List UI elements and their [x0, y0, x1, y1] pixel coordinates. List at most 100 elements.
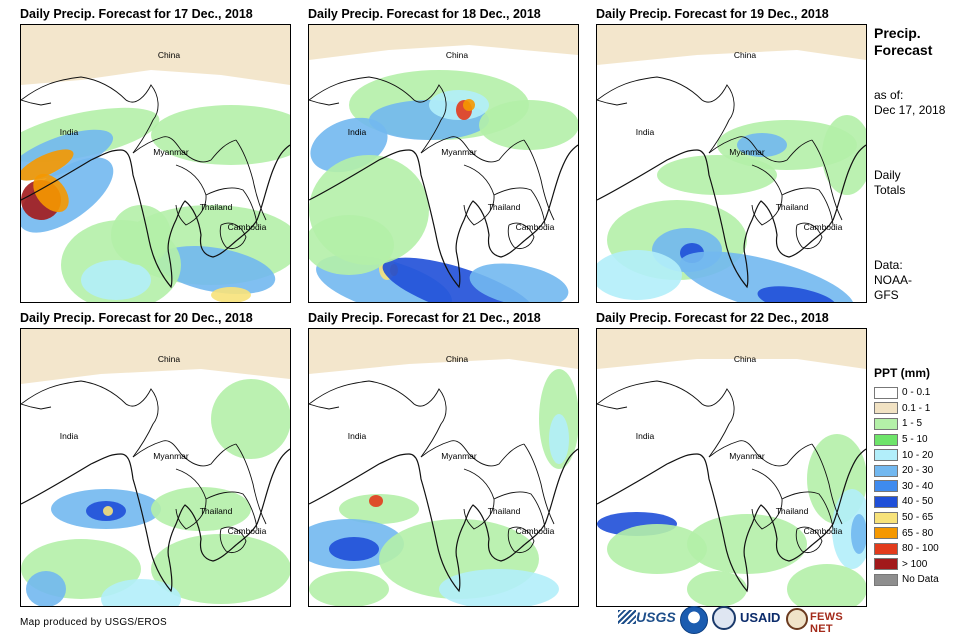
legend-label: 40 - 50 [902, 496, 934, 508]
map-label-india: India [60, 431, 79, 441]
precip-map: China India Myanmar Thailand Cambodia [308, 328, 579, 607]
ppt-legend: PPT (mm) 0 - 0.1 0.1 - 1 1 - 5 5 - 10 10 - 2… [874, 366, 964, 588]
map-label-thailand: Thailand [488, 506, 521, 516]
map-label-cambodia: Cambodia [228, 526, 267, 536]
map-label-thailand: Thailand [200, 506, 233, 516]
map-label-india: India [636, 431, 655, 441]
legend-swatch [874, 558, 898, 571]
map-label-cambodia: Cambodia [516, 222, 555, 232]
legend-swatch [874, 542, 898, 555]
panel-title: Daily Precip. Forecast for 19 Dec., 2018 [596, 7, 829, 21]
legend-item: 5 - 10 [874, 432, 964, 448]
map-label-india: India [60, 127, 79, 137]
map-label-thailand: Thailand [776, 506, 809, 516]
map-label-myanmar: Myanmar [729, 451, 765, 461]
map-label-china: China [734, 354, 756, 364]
usaid-logo[interactable]: USAID [740, 610, 781, 625]
usgs-wave-icon [618, 610, 636, 624]
as-of-label: as of: [874, 88, 904, 102]
legend-label: > 100 [902, 558, 928, 570]
as-of-date: Dec 17, 2018 [874, 103, 946, 117]
fews-net-logo[interactable]: FEWS NET [786, 606, 866, 635]
panel-title: Daily Precip. Forecast for 17 Dec., 2018 [20, 7, 253, 21]
legend-item: 80 - 100 [874, 541, 964, 557]
map-label-cambodia: Cambodia [228, 222, 267, 232]
legend-item: 65 - 80 [874, 525, 964, 541]
legend-swatch [874, 464, 898, 477]
data-line-1: Data: [874, 258, 903, 272]
legend-label: 50 - 65 [902, 512, 934, 524]
panel-title: Daily Precip. Forecast for 20 Dec., 2018 [20, 311, 253, 325]
map-label-india: India [348, 127, 367, 137]
legend-item: 50 - 65 [874, 510, 964, 526]
legend-swatch [874, 573, 898, 586]
legend-label: 1 - 5 [902, 418, 923, 430]
map-label-cambodia: Cambodia [804, 222, 843, 232]
noaa-logo-icon[interactable] [680, 606, 708, 634]
map-label-thailand: Thailand [200, 202, 233, 212]
map-label-china: China [734, 50, 756, 60]
legend-item: 0 - 0.1 [874, 385, 964, 401]
legend-swatch [874, 402, 898, 415]
legend-title: PPT (mm) [874, 366, 931, 380]
legend-swatch [874, 386, 898, 399]
map-label-china: China [446, 354, 468, 364]
usgs-logo[interactable]: USGS [618, 606, 678, 634]
legend-swatch [874, 417, 898, 430]
map-credit: Map produced by USGS/EROS [20, 617, 168, 628]
map-label-cambodia: Cambodia [804, 526, 843, 536]
legend-label: 30 - 40 [902, 480, 934, 492]
map-label-india: India [348, 431, 367, 441]
map-label-thailand: Thailand [488, 202, 521, 212]
legend-item: 10 - 20 [874, 447, 964, 463]
totals-line-2: Totals [874, 183, 906, 197]
legend-item: 40 - 50 [874, 494, 964, 510]
map-label-thailand: Thailand [776, 202, 809, 212]
legend-label: 20 - 30 [902, 465, 934, 477]
legend-label: 80 - 100 [902, 543, 939, 555]
legend-rows: 0 - 0.1 0.1 - 1 1 - 5 5 - 10 10 - 20 20 - 30 3… [874, 385, 964, 588]
legend-label: 0 - 0.1 [902, 387, 931, 399]
data-line-2: NOAA- [874, 273, 913, 287]
totals-line-1: Daily [874, 168, 901, 182]
panel-title: Daily Precip. Forecast for 21 Dec., 2018 [308, 311, 541, 325]
map-label-myanmar: Myanmar [441, 147, 477, 157]
legend-swatch [874, 449, 898, 462]
legend-swatch [874, 527, 898, 540]
legend-label: 0.1 - 1 [902, 402, 931, 414]
legend-label: 65 - 80 [902, 527, 934, 539]
fews-net-logo-text: FEWS NET [810, 611, 843, 635]
map-label-myanmar: Myanmar [729, 147, 765, 157]
map-label-china: China [446, 50, 468, 60]
precip-map: China India Myanmar Thailand Cambodia [596, 24, 867, 303]
precip-map: China India Myanmar Thailand Cambodia [20, 328, 291, 607]
sidebar-title: Precip. Forecast [874, 25, 933, 58]
usgs-logo-text: USGS [636, 609, 676, 625]
panel-title: Daily Precip. Forecast for 18 Dec., 2018 [308, 7, 541, 21]
map-label-myanmar: Myanmar [153, 147, 189, 157]
map-label-india: India [636, 127, 655, 137]
legend-item: 20 - 30 [874, 463, 964, 479]
legend-item: 0.1 - 1 [874, 401, 964, 417]
legend-swatch [874, 495, 898, 508]
map-label-myanmar: Myanmar [153, 451, 189, 461]
legend-swatch [874, 511, 898, 524]
map-label-china: China [158, 50, 180, 60]
legend-label: No Data [902, 574, 939, 586]
legend-item: No Data [874, 572, 964, 588]
map-label-cambodia: Cambodia [516, 526, 555, 536]
map-label-myanmar: Myanmar [441, 451, 477, 461]
data-line-3: GFS [874, 288, 899, 302]
precip-map: China India Myanmar Thailand Cambodia [20, 24, 291, 303]
legend-label: 10 - 20 [902, 449, 934, 461]
legend-swatch [874, 433, 898, 446]
legend-item: 30 - 40 [874, 479, 964, 495]
map-label-china: China [158, 354, 180, 364]
legend-item: > 100 [874, 557, 964, 573]
precip-map: China India Myanmar Thailand Cambodia [308, 24, 579, 303]
panel-title: Daily Precip. Forecast for 22 Dec., 2018 [596, 311, 829, 325]
seal-icon [712, 606, 736, 630]
legend-swatch [874, 480, 898, 493]
precip-map: China India Myanmar Thailand Cambodia [596, 328, 867, 607]
legend-item: 1 - 5 [874, 416, 964, 432]
